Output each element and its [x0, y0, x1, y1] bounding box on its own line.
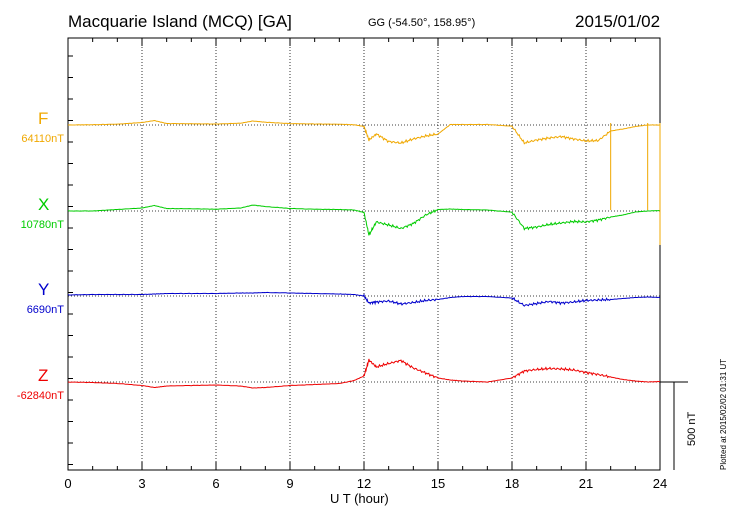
x-tick-label: 24: [653, 476, 667, 491]
x-tick-label: 18: [505, 476, 519, 491]
series-line-y: [67, 291, 661, 307]
x-tick-label: 12: [357, 476, 371, 491]
baseline-value-z: -62840nT: [16, 390, 64, 402]
baseline-value-y: 6690nT: [26, 304, 64, 316]
series-line-f: [67, 119, 660, 145]
component-label-f: F: [38, 109, 49, 128]
x-tick-label: 21: [579, 476, 593, 491]
component-label-x: X: [38, 195, 50, 214]
x-tick-label: 0: [64, 476, 71, 491]
series-line-x: [67, 204, 660, 236]
x-tick-label: 15: [431, 476, 445, 491]
plot-date: 2015/01/02: [575, 12, 661, 31]
x-tick-label: 6: [212, 476, 219, 491]
series-line-z: [67, 358, 661, 389]
component-label-y: Y: [38, 280, 50, 299]
baseline-value-x: 10780nT: [20, 219, 64, 231]
x-tick-label: 9: [286, 476, 293, 491]
station-title: Macquarie Island (MCQ) [GA]: [68, 12, 292, 31]
x-tick-label: 3: [138, 476, 145, 491]
station-coordinates: GG (-54.50°, 158.95°): [368, 17, 476, 29]
plot-credit: Plotted at 2015/02/02 01:31 UT: [719, 358, 728, 470]
x-axis-label: U T (hour): [330, 491, 389, 506]
scale-bar-label: 500 nT: [686, 411, 698, 446]
component-label-z: Z: [38, 366, 49, 385]
baseline-value-f: 64110nT: [21, 133, 64, 145]
